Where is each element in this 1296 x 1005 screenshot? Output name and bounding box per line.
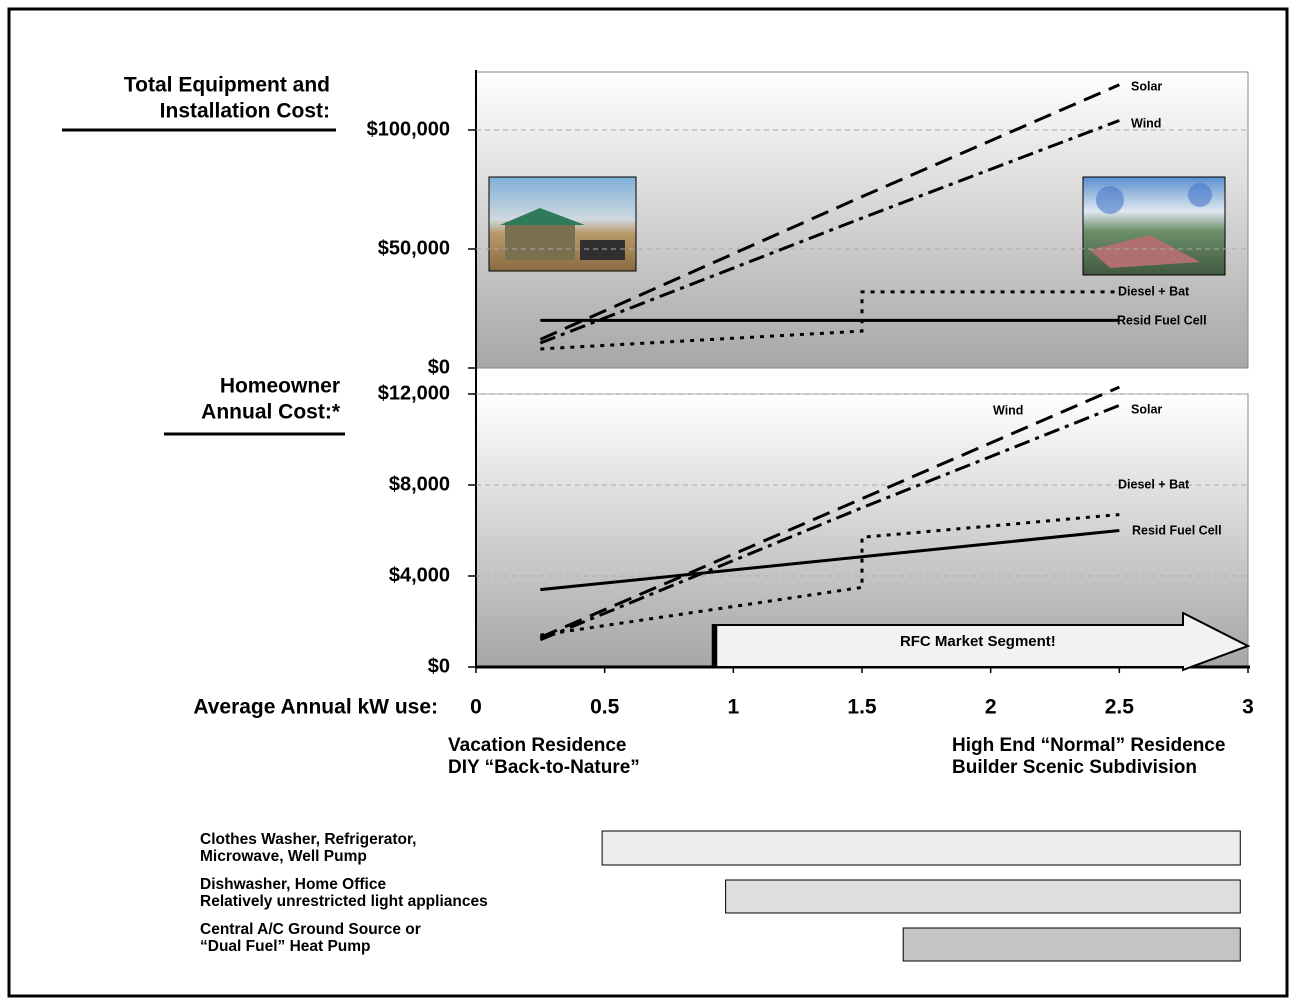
series-label: Solar [1131,402,1162,416]
y-tick-label: $0 [428,655,450,677]
x-tick-label: 1.5 [847,696,877,719]
x-axis-title: Average Annual kW use: [193,696,438,719]
x-tick-label: 1 [727,696,739,719]
x-note: DIY “Back-to-Nature” [448,757,640,778]
series-label: Diesel + Bat [1118,477,1190,491]
range-label: Dishwasher, Home Office [200,876,386,893]
x-tick-label: 2 [985,696,997,719]
x-note: High End “Normal” Residence [952,735,1225,756]
y-tick-label: $100,000 [367,118,450,140]
range-label: “Dual Fuel” Heat Pump [200,938,371,955]
photo [488,176,637,272]
y-axis-title: Homeowner [220,375,340,398]
range-label: Central A/C Ground Source or [200,921,421,938]
y-tick-label: $0 [428,356,450,378]
x-note: Vacation Residence [448,735,626,756]
series-label: Resid Fuel Cell [1117,313,1207,327]
x-tick-label: 0.5 [590,696,620,719]
x-tick-label: 0 [470,696,482,719]
frame [7,7,1289,998]
series-line [540,513,1120,637]
y-tick-label: $8,000 [389,473,450,495]
photo [1082,176,1226,276]
range-bar [902,927,1241,962]
series-line [540,290,1120,351]
annotation-arrow [711,611,1251,672]
range-bar [601,830,1241,866]
series-label: Resid Fuel Cell [1132,523,1222,537]
x-tick-label: 2.5 [1105,696,1135,719]
series-line [539,385,1120,639]
series-line [539,119,1120,345]
y-axis-title: Annual Cost:* [201,401,341,424]
series-label: Wind [993,403,1023,417]
range-bar [725,879,1241,914]
series-line [539,83,1120,341]
series-label: Wind [1131,116,1161,130]
series-line [540,529,1120,592]
y-tick-label: $50,000 [378,237,450,259]
y-axis-title: Total Equipment and [124,74,330,97]
y-axis-title: Installation Cost: [160,100,330,123]
series-label: Diesel + Bat [1118,284,1190,298]
y-tick-label: $12,000 [378,382,450,404]
x-tick-label: 3 [1242,696,1254,719]
range-label: Clothes Washer, Refrigerator, [200,831,417,848]
range-label: Relatively unrestricted light appliances [200,893,488,910]
series-label: Solar [1131,79,1162,93]
y-tick-label: $4,000 [389,564,450,586]
annotation-text: RFC Market Segment! [900,633,1056,650]
range-label: Microwave, Well Pump [200,848,367,865]
x-note: Builder Scenic Subdivision [952,757,1197,778]
